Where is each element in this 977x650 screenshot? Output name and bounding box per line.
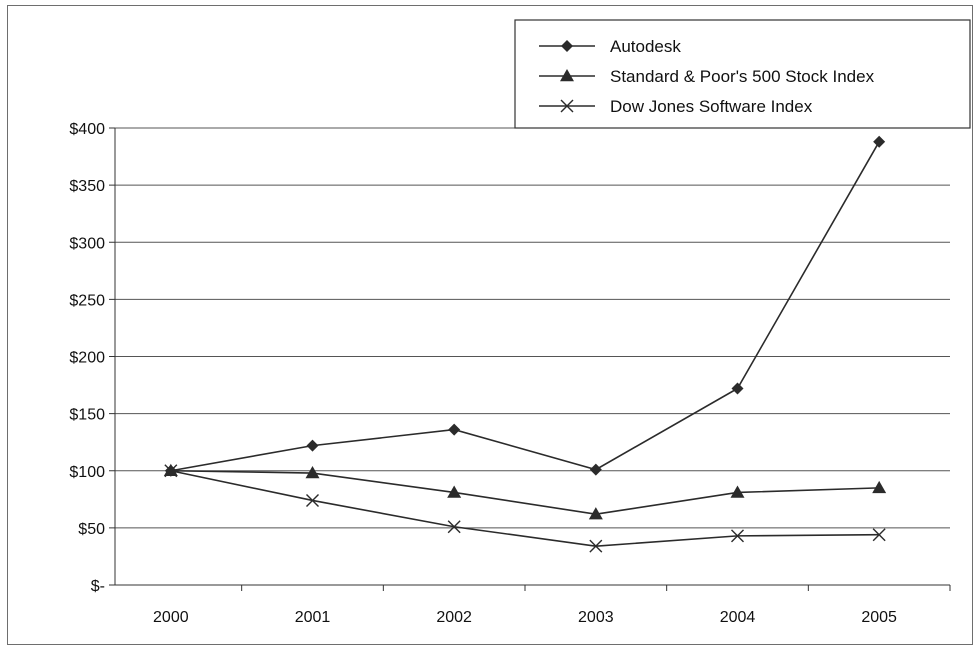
legend: Autodesk Standard & Poor's 500 Stock Inde… — [514, 19, 971, 129]
y-tick-label: $250 — [69, 292, 105, 309]
x-tick-label: 2003 — [578, 609, 614, 626]
legend-box — [514, 19, 971, 129]
grid-lines — [115, 127, 950, 529]
x-axis-tick-labels: 2000 2001 2002 2003 2004 2005 — [153, 609, 897, 626]
y-tick-label: $- — [91, 578, 105, 595]
data-point — [589, 539, 603, 553]
y-tick-label: $400 — [69, 121, 105, 138]
y-tick-label: $50 — [78, 521, 105, 538]
series-line — [170, 141, 880, 472]
x-tick-label: 2004 — [720, 609, 756, 626]
data-point — [872, 528, 886, 542]
legend-marker — [560, 69, 574, 82]
data-point — [872, 480, 887, 494]
x-tick-label: 2000 — [153, 609, 189, 626]
x-tick-label: 2001 — [295, 609, 331, 626]
data-point — [447, 485, 462, 498]
x-tick-label: 2005 — [861, 609, 897, 626]
series-x — [164, 464, 886, 553]
legend-marker — [560, 99, 574, 113]
data-point — [731, 382, 744, 395]
y-axis-tick-labels: $- $50 $100 $150 $200 $250 $300 $350 $400 — [69, 121, 105, 595]
legend-label: Dow Jones Software Index — [610, 97, 813, 116]
legend-item: Autodesk — [539, 37, 681, 56]
series-lines — [163, 135, 887, 553]
legend-label: Standard & Poor's 500 Stock Index — [610, 67, 875, 86]
data-point — [730, 485, 745, 498]
data-point — [731, 529, 744, 543]
data-point — [873, 135, 886, 148]
data-point — [447, 520, 461, 534]
y-tick-label: $100 — [69, 464, 105, 481]
y-tick-label: $150 — [69, 407, 105, 424]
series-line — [170, 469, 880, 515]
data-point — [164, 464, 178, 478]
legend-label: Autodesk — [610, 37, 681, 56]
data-point — [588, 507, 603, 520]
axes — [109, 127, 951, 591]
data-point — [305, 466, 320, 479]
series-line — [170, 469, 880, 547]
legend-item: Dow Jones Software Index — [539, 97, 813, 116]
data-point — [589, 463, 602, 476]
y-tick-label: $350 — [69, 178, 105, 195]
data-point — [306, 493, 319, 507]
x-tick-label: 2002 — [436, 609, 472, 626]
y-tick-label: $300 — [69, 235, 105, 252]
legend-item: Standard & Poor's 500 Stock Index — [539, 67, 875, 86]
series-diamond — [164, 135, 886, 477]
y-tick-label: $200 — [69, 350, 105, 367]
data-point — [448, 423, 461, 436]
data-point — [306, 439, 319, 452]
legend-marker — [561, 40, 573, 52]
